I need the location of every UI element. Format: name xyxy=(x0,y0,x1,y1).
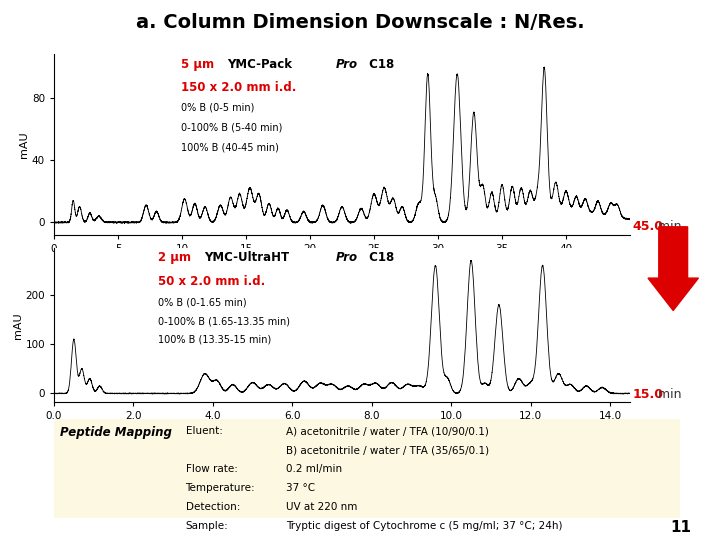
Text: Eluent:: Eluent: xyxy=(186,427,222,436)
Text: A) acetonitrile / water / TFA (10/90/0.1): A) acetonitrile / water / TFA (10/90/0.1… xyxy=(286,427,489,436)
Text: 5 μm: 5 μm xyxy=(181,58,218,71)
Text: Peptide Mapping: Peptide Mapping xyxy=(60,427,172,440)
Text: C18: C18 xyxy=(365,252,395,265)
Text: Tryptic digest of Cytochrome c (5 mg/ml; 37 °C; 24h): Tryptic digest of Cytochrome c (5 mg/ml;… xyxy=(286,522,562,531)
Text: min: min xyxy=(654,220,681,233)
Text: Flow rate:: Flow rate: xyxy=(186,464,238,475)
Text: 0-100% B (5-40 min): 0-100% B (5-40 min) xyxy=(181,123,282,133)
Text: 45.0: 45.0 xyxy=(632,220,663,233)
Text: Pro: Pro xyxy=(336,58,359,71)
Text: 100% B (13.35-15 min): 100% B (13.35-15 min) xyxy=(158,335,271,345)
Text: Temperature:: Temperature: xyxy=(186,483,255,494)
Text: B) acetonitrile / water / TFA (35/65/0.1): B) acetonitrile / water / TFA (35/65/0.1… xyxy=(286,446,489,455)
Text: UV at 220 nm: UV at 220 nm xyxy=(286,502,357,512)
Text: 0-100% B (1.65-13.35 min): 0-100% B (1.65-13.35 min) xyxy=(158,316,289,326)
Text: 15.0: 15.0 xyxy=(632,388,663,401)
Text: 2 μm: 2 μm xyxy=(158,252,195,265)
Text: YMC-Pack: YMC-Pack xyxy=(227,58,296,71)
Y-axis label: mAU: mAU xyxy=(12,312,22,339)
Text: 37 °C: 37 °C xyxy=(286,483,315,494)
Text: 0% B (0-1.65 min): 0% B (0-1.65 min) xyxy=(158,298,246,308)
Text: 11: 11 xyxy=(670,519,691,535)
Text: 150 x 2.0 mm i.d.: 150 x 2.0 mm i.d. xyxy=(181,81,296,94)
Y-axis label: mAU: mAU xyxy=(19,131,29,158)
Text: min: min xyxy=(654,388,681,401)
Text: a. Column Dimension Downscale : N/Res.: a. Column Dimension Downscale : N/Res. xyxy=(135,14,585,32)
Text: Detection:: Detection: xyxy=(186,502,240,512)
Text: YMC-UltraHT: YMC-UltraHT xyxy=(204,252,293,265)
Text: Sample:: Sample: xyxy=(186,522,228,531)
Text: C18: C18 xyxy=(365,58,395,71)
Text: 0% B (0-5 min): 0% B (0-5 min) xyxy=(181,103,254,113)
Text: 0.2 ml/min: 0.2 ml/min xyxy=(286,464,342,475)
Text: Pro: Pro xyxy=(336,252,359,265)
Text: 50 x 2.0 mm i.d.: 50 x 2.0 mm i.d. xyxy=(158,274,265,288)
Text: 100% B (40-45 min): 100% B (40-45 min) xyxy=(181,143,279,153)
